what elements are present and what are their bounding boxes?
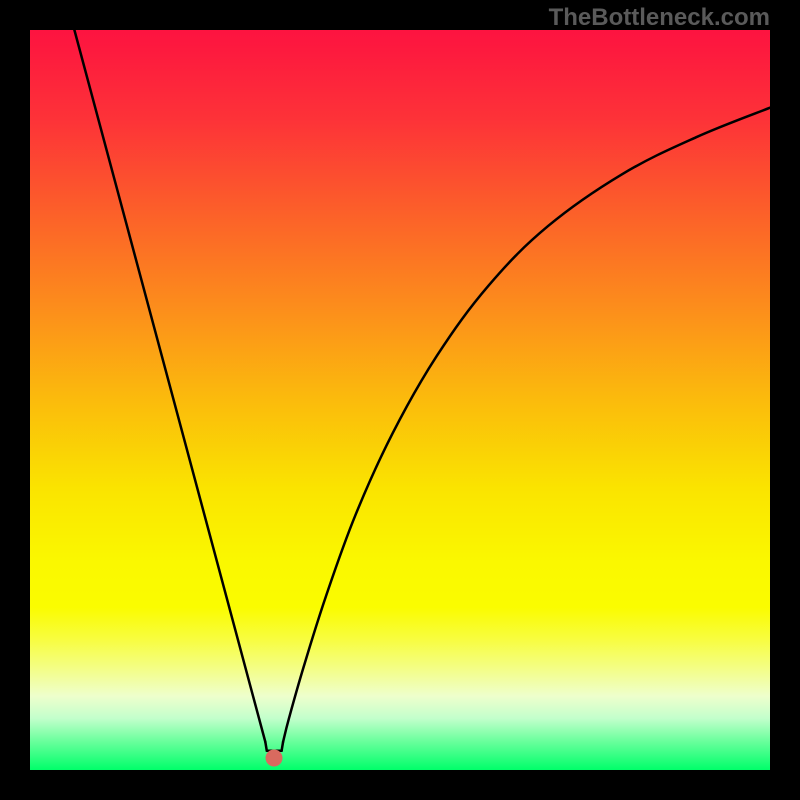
plot-area [30, 30, 770, 770]
chart-frame: TheBottleneck.com [0, 0, 800, 800]
bottleneck-marker [266, 750, 283, 767]
watermark-text: TheBottleneck.com [549, 4, 770, 32]
